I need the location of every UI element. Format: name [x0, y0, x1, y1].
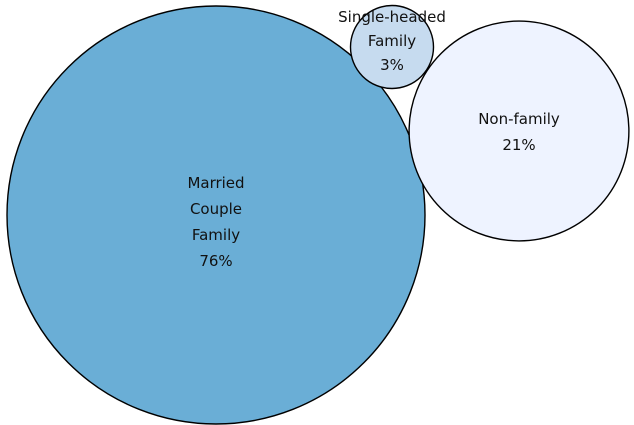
bubble-label-married-couple-family-line-3: 76% — [199, 252, 232, 270]
bubble-group-married-couple-family: Married Couple Family 76% — [6, 5, 426, 425]
bubble-group-single-headed-family: Single-headed Family 3% — [338, 4, 446, 90]
bubble-label-married-couple-family-line-1: Couple — [190, 200, 242, 218]
bubble-label-single-headed-family-line-1: Family — [368, 32, 416, 50]
bubble-single-headed-family — [349, 4, 435, 90]
bubble-label-single-headed-family-line-2: 3% — [380, 56, 404, 74]
bubble-label-single-headed-family-line-0: Single-headed — [338, 8, 446, 26]
bubble-label-non-family-line-1: 21% — [502, 136, 535, 154]
bubble-label-married-couple-family-line-2: Family — [192, 226, 240, 244]
bubble-group-non-family: Non-family 21% — [408, 20, 630, 242]
bubble-label-non-family-line-0: Non-family — [478, 110, 560, 128]
bubble-label-married-couple-family-line-0: Married — [187, 174, 244, 192]
bubble-married-couple-family — [6, 5, 426, 425]
bubble-non-family — [408, 20, 630, 242]
